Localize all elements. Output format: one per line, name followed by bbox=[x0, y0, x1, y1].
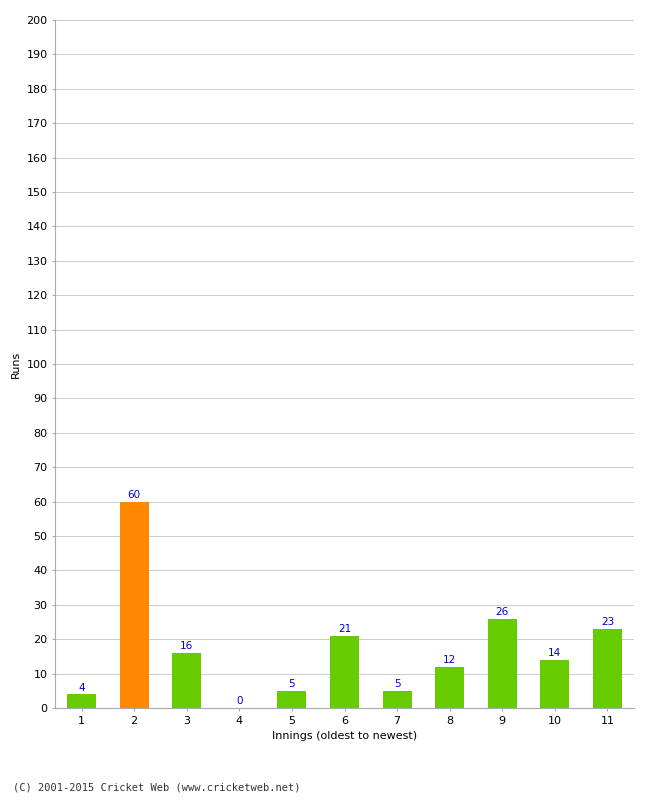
Text: 23: 23 bbox=[601, 617, 614, 627]
Bar bbox=[120, 502, 149, 708]
Bar bbox=[67, 694, 96, 708]
Bar bbox=[383, 690, 411, 708]
X-axis label: Innings (oldest to newest): Innings (oldest to newest) bbox=[272, 731, 417, 741]
Text: 5: 5 bbox=[289, 679, 295, 689]
Bar bbox=[593, 629, 622, 708]
Text: 12: 12 bbox=[443, 655, 456, 665]
Text: 5: 5 bbox=[394, 679, 400, 689]
Text: 16: 16 bbox=[180, 642, 193, 651]
Text: 14: 14 bbox=[548, 648, 562, 658]
Bar bbox=[330, 636, 359, 708]
Bar bbox=[540, 660, 569, 708]
Text: (C) 2001-2015 Cricket Web (www.cricketweb.net): (C) 2001-2015 Cricket Web (www.cricketwe… bbox=[13, 782, 300, 792]
Text: 4: 4 bbox=[78, 682, 85, 693]
Text: 60: 60 bbox=[127, 490, 140, 500]
Bar bbox=[488, 618, 517, 708]
Text: 0: 0 bbox=[236, 696, 242, 706]
Bar bbox=[436, 666, 464, 708]
Bar bbox=[278, 690, 306, 708]
Text: 26: 26 bbox=[496, 607, 509, 617]
Text: 21: 21 bbox=[338, 624, 351, 634]
Bar bbox=[172, 653, 202, 708]
Y-axis label: Runs: Runs bbox=[11, 350, 21, 378]
